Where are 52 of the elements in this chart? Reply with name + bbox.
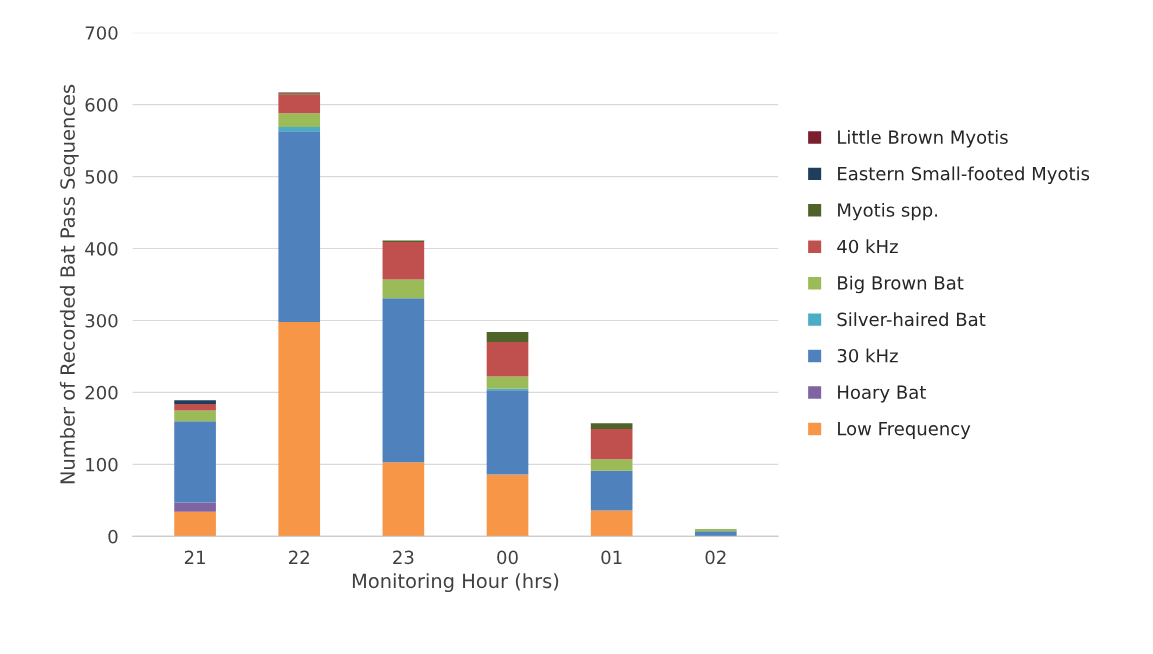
bar [278,126,321,132]
legend-label: Big Brown Bat [838,275,964,294]
x-tick-label: 02 [705,550,726,565]
x-axis-title: Monitoring Hour (hrs) [352,573,559,593]
y-tick-label: 100 [86,457,118,472]
legend-label: Hoary Bat [838,385,926,403]
x-tick-label: 23 [393,550,414,565]
bar [278,131,321,322]
x-tick-label: 22 [289,550,309,564]
bar [590,423,633,430]
y-tick-label: 700 [85,26,118,40]
y-tick-label: 400 [85,241,118,256]
legend-label: Silver-haired Bat [837,312,986,327]
y-tick-label: 300 [85,313,118,328]
bar [382,279,425,299]
bar [590,429,633,460]
bar [590,470,633,511]
bar [174,403,216,411]
y-tick-label: 200 [85,385,118,400]
bar [382,462,425,537]
bar [174,511,216,537]
y-tick-label: 0 [108,529,118,544]
legend-label: Myotis spp. [838,202,937,221]
x-tick-label: 21 [184,550,205,564]
legend-label: 40 kHz [837,239,898,254]
bar [174,421,216,503]
x-tick-label: 01 [601,550,622,565]
bar [278,94,321,114]
bar [486,474,529,537]
bar [174,410,216,422]
bar [486,376,529,389]
y-tick-label: 600 [85,98,118,112]
legend-label: 30 kHz [837,348,898,363]
bar [590,459,633,471]
legend-label: Little Brown Myotis [838,130,1008,148]
bar [278,321,321,537]
bar [174,502,216,512]
bar [382,298,425,463]
legend-label: Low Frequency [838,422,971,439]
bar [174,400,216,404]
y-axis-title: Number of Recorded Bat Pass Sequences [59,84,79,484]
bar [382,242,425,280]
legend-label: Eastern Small-footed Myotis [838,166,1090,184]
bar [486,390,529,475]
bar [278,113,321,127]
bar [486,331,529,343]
bar [486,342,529,377]
y-tick-label: 500 [85,170,118,184]
bar [590,510,633,537]
bar [694,529,737,532]
x-tick-label: 00 [497,550,518,565]
bar [694,531,737,537]
